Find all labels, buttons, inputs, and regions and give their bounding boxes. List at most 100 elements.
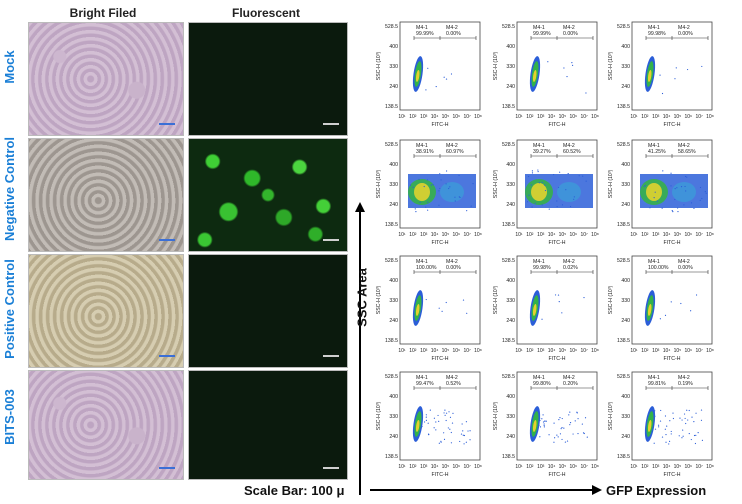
x-tick-label: 10⁵ (442, 348, 450, 354)
y-tick-label: 138.5 (617, 222, 630, 228)
population-cloud (412, 406, 471, 445)
y-tick-label: 240 (389, 84, 398, 90)
plot-frame (631, 255, 713, 345)
y-tick-label: 240 (389, 202, 398, 208)
y-tick-label: 330 (506, 414, 515, 420)
flow-plot: 528.5 400 330 240 138.5 SSC-H (10³) 10¹ 10² 10³ 1… (372, 18, 484, 130)
x-tick-label: 10² (526, 232, 534, 238)
micrograph-bright-mock (28, 22, 184, 136)
x-tick-label: 10³ (652, 114, 660, 120)
y-tick-label: 330 (621, 414, 630, 420)
x-tick-label: 10² (641, 114, 649, 120)
gate-m42-label: M4-2 (563, 143, 575, 149)
x-tick-label: 10² (409, 348, 417, 354)
x-axis-label: FITC-H (664, 356, 681, 362)
population-cloud (644, 406, 704, 445)
x-tick-label: 10⁸ (706, 464, 714, 470)
x-tick-label: 10⁸ (474, 232, 482, 238)
y-tick-label: 528.5 (502, 374, 515, 380)
gate-m41-label: M4-1 (648, 143, 660, 149)
x-axis-label: FITC-H (549, 356, 566, 362)
scale-bar-mark (159, 123, 175, 125)
population-cloud (525, 169, 593, 210)
micrograph-fluor-bits003 (188, 370, 348, 480)
gate-m41-value: 39.27% (533, 149, 551, 155)
x-tick-label: 10⁷ (580, 464, 588, 470)
y-tick-label: 400 (506, 394, 515, 400)
x-tick-label: 10¹ (630, 232, 638, 238)
y-axis-label: SSC-H (10³) (376, 51, 382, 80)
x-tick-label: 10⁵ (674, 464, 682, 470)
y-tick-label: 330 (506, 298, 515, 304)
x-axis-label: FITC-H (664, 240, 681, 246)
y-tick-label: 400 (506, 44, 515, 50)
y-tick-label: 400 (506, 162, 515, 168)
gate-m41-label: M4-1 (416, 143, 428, 149)
y-tick-label: 138.5 (502, 222, 515, 228)
population-cloud (529, 406, 588, 443)
x-tick-label: 10⁶ (684, 348, 692, 354)
y-tick-label: 400 (389, 278, 398, 284)
x-axis-label: FITC-H (432, 240, 449, 246)
x-tick-label: 10⁷ (695, 114, 703, 120)
gate-m41-value: 41.25% (648, 149, 666, 155)
gate-m42-value: 58.65% (678, 149, 696, 155)
y-tick-label: 528.5 (617, 258, 630, 264)
x-tick-label: 10⁵ (442, 464, 450, 470)
x-tick-label: 10¹ (398, 232, 406, 238)
y-tick-label: 400 (389, 394, 398, 400)
y-tick-label: 528.5 (385, 24, 398, 30)
gate-m41-label: M4-1 (648, 375, 660, 381)
y-tick-label: 330 (389, 298, 398, 304)
x-tick-label: 10⁴ (431, 464, 439, 470)
y-axis-label: SSC-H (10³) (376, 285, 382, 314)
y-tick-label: 240 (621, 202, 630, 208)
micrograph-fluor-negative (188, 138, 348, 252)
y-tick-label: 240 (506, 318, 515, 324)
x-tick-label: 10⁴ (548, 114, 556, 120)
x-tick-label: 10⁴ (663, 348, 671, 354)
x-tick-label: 10⁸ (591, 464, 599, 470)
gate-m41-value: 100.00% (648, 265, 669, 271)
flow-plot: 528.5 400 330 240 138.5 SSC-H (10³) 10¹ 10² 10³ 1… (489, 18, 601, 130)
x-tick-label: 10⁶ (684, 232, 692, 238)
x-tick-label: 10² (641, 464, 649, 470)
plot-frame (516, 255, 598, 345)
x-tick-label: 10⁵ (674, 232, 682, 238)
y-tick-label: 330 (621, 64, 630, 70)
gate-m41-value: 100.00% (416, 265, 437, 271)
micrograph-fluor-positive (188, 254, 348, 368)
gate-m41-label: M4-1 (533, 143, 545, 149)
x-tick-label: 10⁵ (559, 464, 567, 470)
x-tick-label: 10³ (420, 348, 428, 354)
population-cloud (529, 290, 585, 326)
x-tick-label: 10⁸ (474, 464, 482, 470)
x-tick-label: 10³ (652, 348, 660, 354)
y-tick-label: 240 (621, 84, 630, 90)
micrograph-bright-negative (28, 138, 184, 252)
y-tick-label: 400 (389, 44, 398, 50)
x-axis-label: FITC-H (549, 240, 566, 246)
x-tick-label: 10⁵ (559, 232, 567, 238)
y-tick-label: 138.5 (502, 338, 515, 344)
x-tick-label: 10⁵ (559, 348, 567, 354)
gate-m42-value: 0.52% (446, 381, 461, 387)
row-label-positive-control: Positive Control (2, 259, 17, 359)
x-tick-label: 10⁶ (684, 464, 692, 470)
gate-m42-label: M4-2 (678, 25, 690, 31)
x-tick-label: 10¹ (515, 232, 523, 238)
scale-bar-mark (323, 239, 339, 241)
x-tick-label: 10⁷ (580, 114, 588, 120)
gate-m42-value: 0.00% (563, 31, 578, 37)
y-tick-label: 240 (389, 434, 398, 440)
y-tick-label: 330 (621, 182, 630, 188)
x-tick-label: 10⁴ (431, 232, 439, 238)
gate-m42-value: 60.97% (446, 149, 464, 155)
x-tick-label: 10³ (420, 232, 428, 238)
